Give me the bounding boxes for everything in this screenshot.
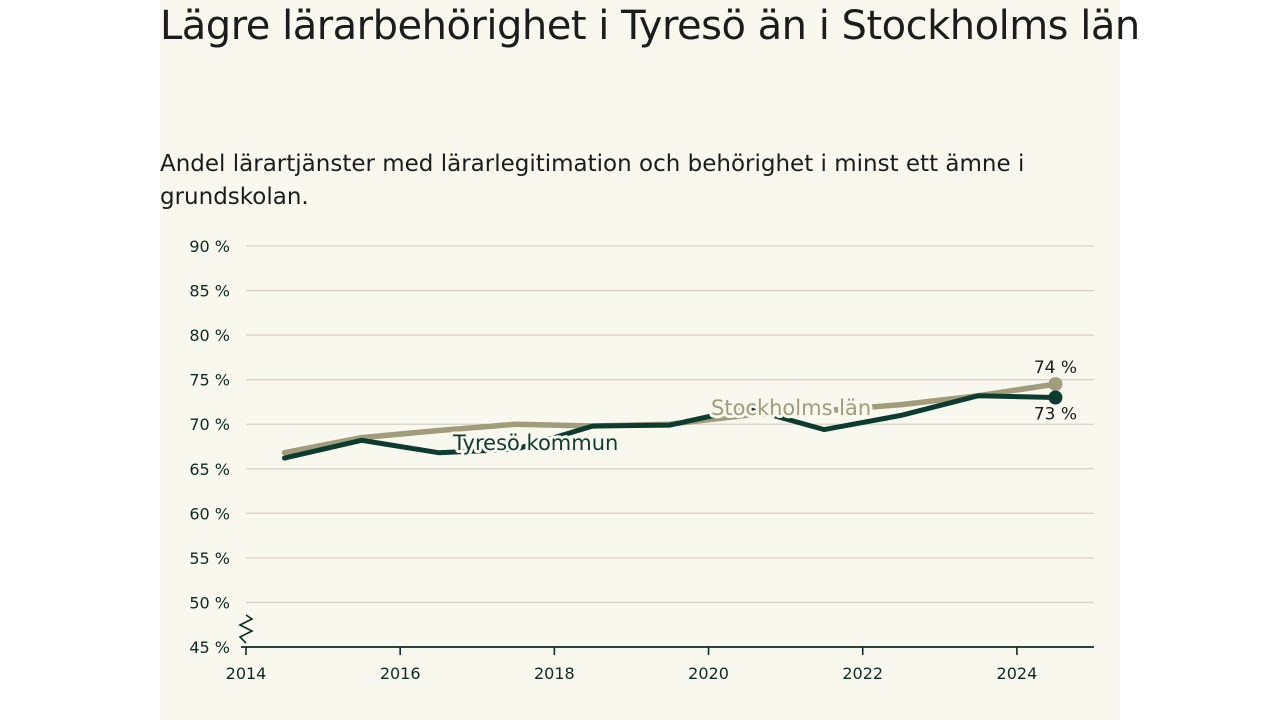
y-axis: 90 % 85 % 80 % 75 % 70 % 65 % 60 % 55 % 50 % 45 % <box>189 237 230 657</box>
y-tick-label: 50 % <box>189 593 230 612</box>
series-label-tyreso-kommun: Tyresö kommun <box>452 431 618 455</box>
y-tick-label: 55 % <box>189 549 230 568</box>
series-lines <box>281 377 1063 461</box>
y-tick-label: 90 % <box>189 237 230 256</box>
x-tick-label: 2018 <box>534 664 575 683</box>
y-tick-label: 75 % <box>189 371 230 390</box>
y-tick-label: 65 % <box>189 460 230 479</box>
chart-subtitle: Andel lärartjänster med lärarlegitimatio… <box>160 151 1025 210</box>
end-value-label: 73 % <box>1034 404 1077 424</box>
series-labels: 74 % 73 % Stockholms län Tyresö kommun <box>449 358 1077 458</box>
series-line-tyreso-kommun <box>282 393 1058 461</box>
y-tick-label: 60 % <box>189 504 230 523</box>
chart-panel <box>160 0 1120 720</box>
x-tick-label: 2024 <box>997 664 1038 683</box>
y-tick-label: 45 % <box>189 638 230 657</box>
series-end-point <box>1048 390 1063 405</box>
y-tick-label: 85 % <box>189 282 230 301</box>
series-label-stockholms-lan: Stockholms län <box>711 396 871 420</box>
series-end-point <box>1048 377 1063 392</box>
x-tick-label: 2014 <box>226 664 267 683</box>
y-tick-label: 70 % <box>189 415 230 434</box>
y-tick-label: 80 % <box>189 326 230 345</box>
series-line-stockholms-lan <box>281 381 1059 456</box>
x-tick-label: 2016 <box>380 664 421 683</box>
x-tick-label: 2020 <box>688 664 729 683</box>
x-axis: 2014 2016 2018 2020 2022 2024 <box>226 614 1094 683</box>
chart-title: Lägre lärarbehörighet i Tyresö än i Stoc… <box>160 3 1140 49</box>
axis-break-icon <box>238 614 254 644</box>
x-tick-label: 2022 <box>842 664 883 683</box>
end-value-label: 74 % <box>1034 358 1077 378</box>
